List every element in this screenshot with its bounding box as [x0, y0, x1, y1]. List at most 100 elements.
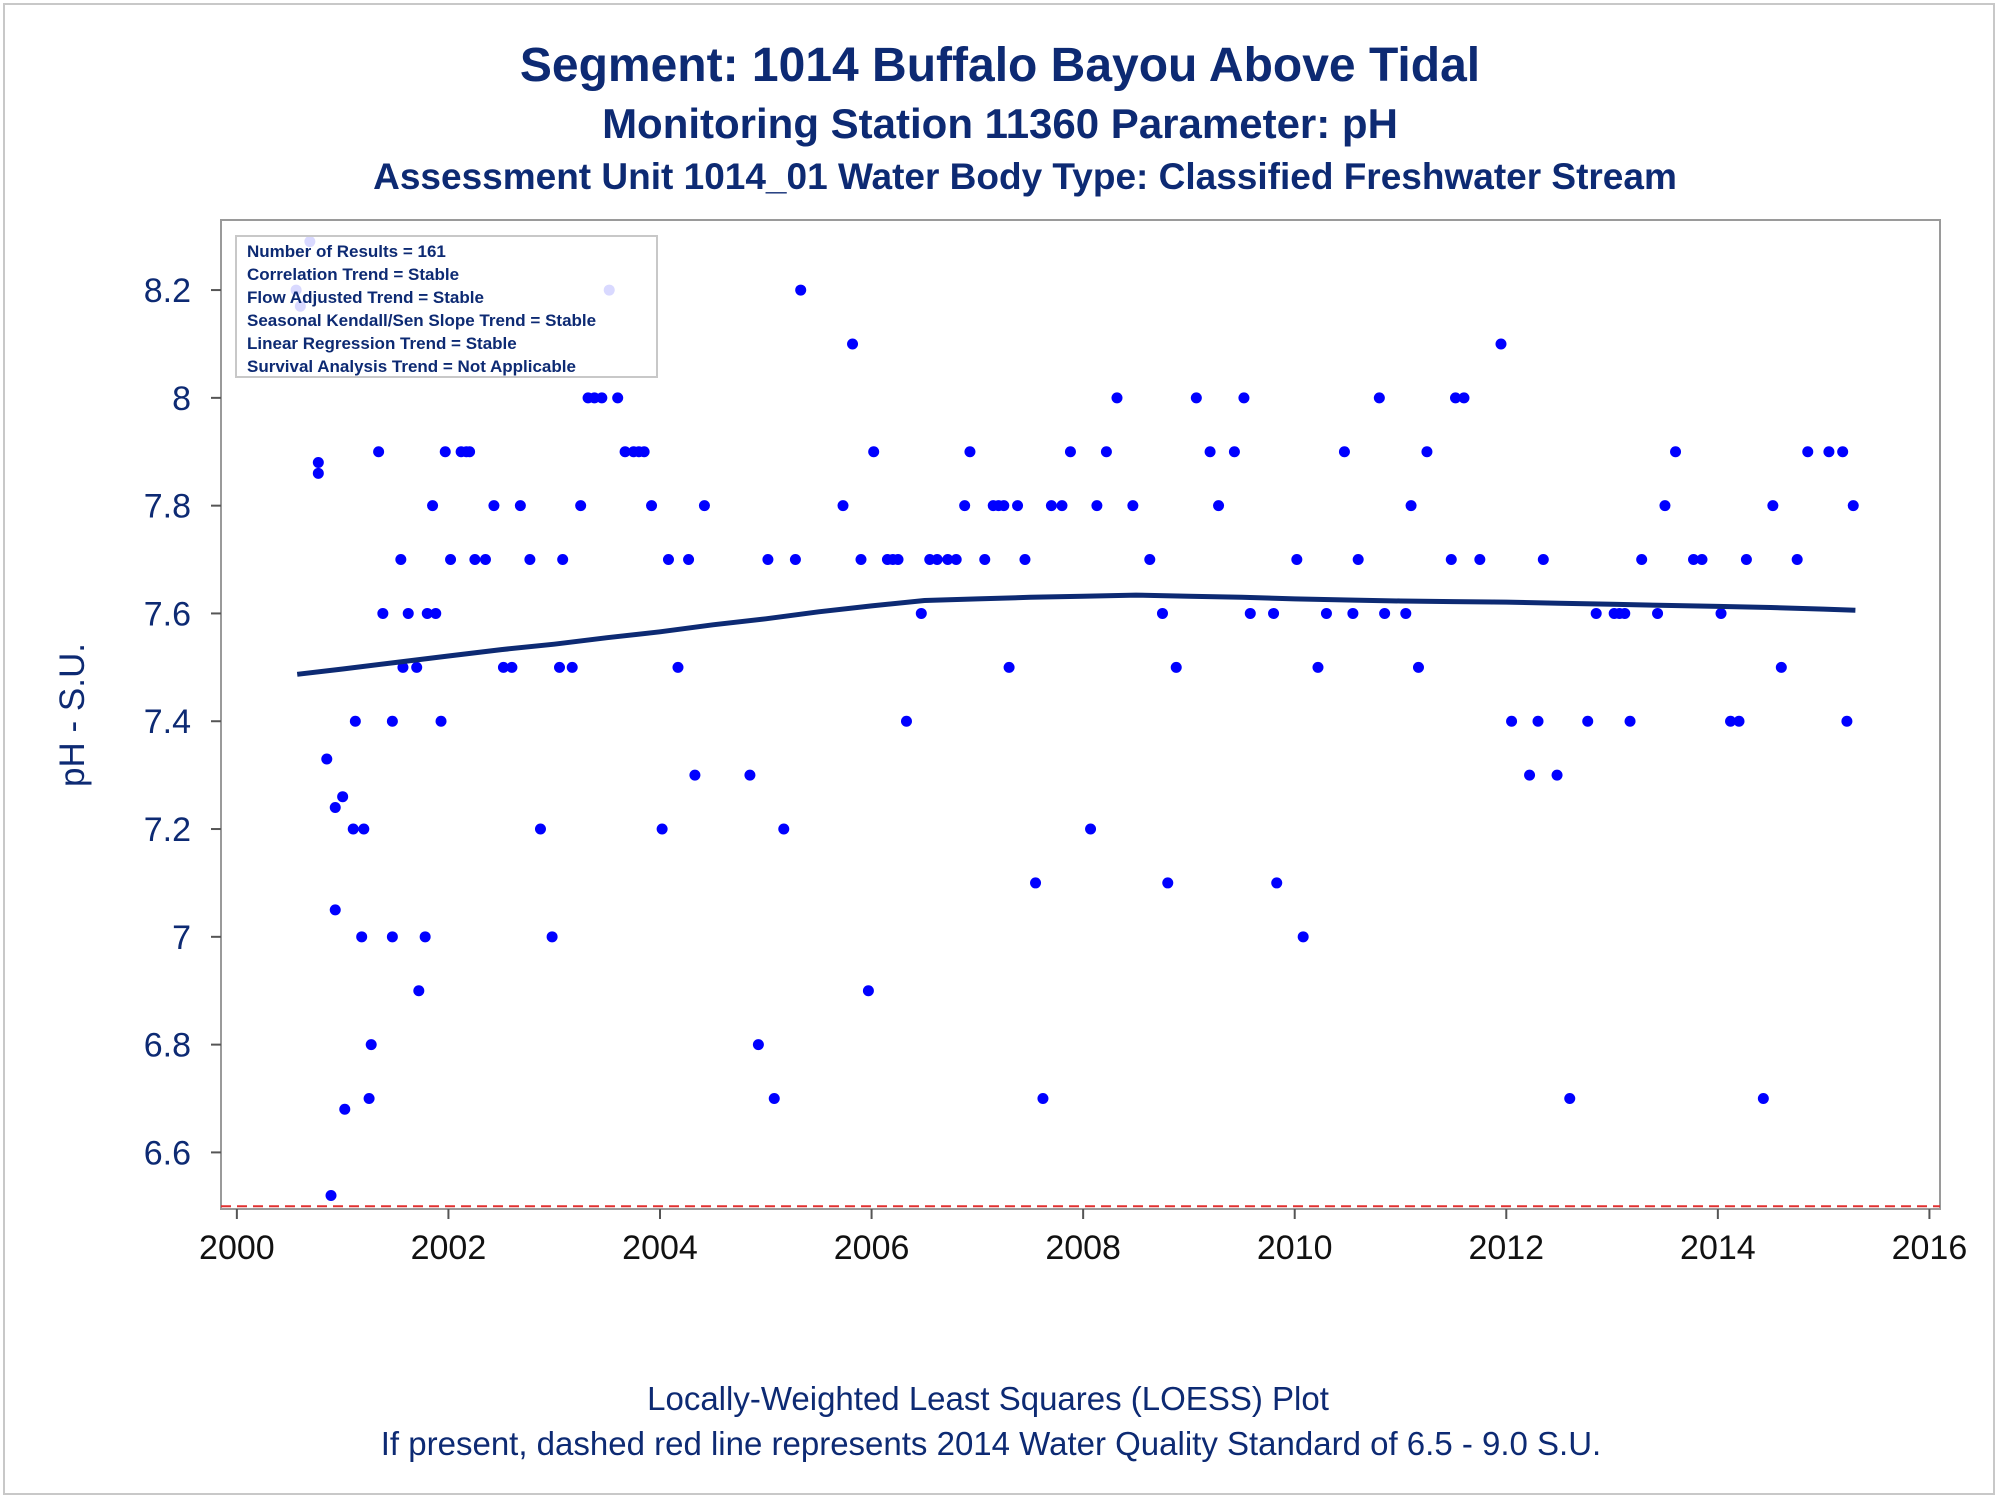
data-point — [363, 1093, 375, 1105]
data-point — [789, 554, 801, 566]
y-tick-label: 8 — [172, 380, 191, 418]
data-point — [497, 661, 509, 673]
data-point — [365, 1039, 377, 1051]
data-point — [1347, 607, 1359, 619]
data-point — [1582, 715, 1594, 727]
data-point — [373, 446, 385, 458]
data-point — [698, 500, 710, 512]
data-point — [421, 607, 433, 619]
data-point — [1474, 554, 1486, 566]
data-point — [768, 1093, 780, 1105]
y-tick-label: 6.8 — [144, 1027, 191, 1065]
data-point — [1170, 661, 1182, 673]
data-points — [290, 236, 1859, 1202]
loess-curve — [296, 592, 1856, 677]
legend-line: Seasonal Kendall/Sen Slope Trend = Stabl… — [247, 311, 596, 330]
data-point — [1823, 446, 1835, 458]
x-tick-label: 2006 — [834, 1229, 910, 1267]
x-tick-label: 2008 — [1045, 1229, 1121, 1267]
data-point — [1847, 500, 1859, 512]
data-point — [1495, 338, 1507, 350]
y-tick-label: 7.4 — [144, 703, 191, 741]
chart-subtitle-station: Monitoring Station 11360 Parameter: pH — [602, 100, 1398, 147]
data-point — [349, 715, 361, 727]
data-point — [1373, 392, 1385, 404]
data-point — [413, 985, 425, 997]
data-point — [1297, 931, 1309, 943]
data-point — [514, 500, 526, 512]
data-point — [1379, 607, 1391, 619]
data-point — [915, 607, 927, 619]
data-point — [419, 931, 431, 943]
data-point — [1268, 607, 1280, 619]
data-point — [386, 931, 398, 943]
data-point — [339, 1103, 351, 1115]
data-point — [1636, 554, 1648, 566]
data-point — [1338, 446, 1350, 458]
legend-line: Flow Adjusted Trend = Stable — [247, 288, 484, 307]
data-point — [1458, 392, 1470, 404]
data-point — [1030, 877, 1042, 889]
data-point — [1064, 446, 1076, 458]
data-point — [506, 661, 518, 673]
x-tick-label: 2002 — [411, 1229, 487, 1267]
data-point — [356, 931, 368, 943]
x-axis: 2000 2002 2004 2006 2008 2010 2012 2014 2016 — [199, 1209, 1967, 1267]
data-point — [942, 554, 954, 566]
x-tick-label: 2014 — [1680, 1229, 1756, 1267]
data-point — [1652, 607, 1664, 619]
legend-line: Linear Regression Trend = Stable — [247, 334, 517, 353]
data-point — [868, 446, 880, 458]
data-point — [1775, 661, 1787, 673]
chart-title: Segment: 1014 Buffalo Bayou Above Tidal — [519, 39, 1481, 92]
data-point — [321, 753, 333, 765]
data-point — [534, 823, 546, 835]
data-point — [900, 715, 912, 727]
data-point — [1688, 554, 1700, 566]
data-point — [1156, 607, 1168, 619]
y-tick-label: 8.2 — [144, 272, 191, 310]
data-point — [638, 446, 650, 458]
data-point — [837, 500, 849, 512]
data-point — [386, 715, 398, 727]
data-point — [1551, 769, 1563, 781]
legend-line: Correlation Trend = Stable — [247, 265, 459, 284]
data-point — [479, 554, 491, 566]
data-point — [1421, 446, 1433, 458]
data-point — [795, 284, 807, 296]
data-point — [1190, 392, 1202, 404]
data-point — [892, 554, 904, 566]
footnote-standard: If present, dashed red line represents 2… — [380, 1425, 1602, 1462]
data-point — [575, 500, 587, 512]
data-point — [998, 500, 1010, 512]
data-point — [337, 791, 349, 803]
data-point — [596, 392, 608, 404]
chart-subtitle-assessment: Assessment Unit 1014_01 Water Body Type:… — [373, 156, 1677, 197]
data-point — [325, 1190, 337, 1202]
data-point — [662, 554, 674, 566]
data-point — [656, 823, 668, 835]
data-point — [1144, 554, 1156, 566]
data-point — [778, 823, 790, 835]
figure-frame — [3, 3, 1995, 1495]
data-point — [752, 1039, 764, 1051]
data-point — [762, 554, 774, 566]
data-point — [1524, 769, 1536, 781]
data-point — [312, 467, 324, 479]
data-point — [931, 554, 943, 566]
data-point — [1019, 554, 1031, 566]
y-tick-label: 6.6 — [144, 1134, 191, 1172]
data-point — [329, 801, 341, 813]
legend-line: Number of Results = 161 — [247, 242, 446, 261]
data-point — [1100, 446, 1112, 458]
data-point — [1659, 500, 1671, 512]
data-point — [377, 607, 389, 619]
data-point — [469, 554, 481, 566]
data-point — [1204, 446, 1216, 458]
data-point — [1670, 446, 1682, 458]
data-point — [1740, 554, 1752, 566]
data-point — [1162, 877, 1174, 889]
legend-box — [235, 235, 658, 378]
data-point — [959, 500, 971, 512]
